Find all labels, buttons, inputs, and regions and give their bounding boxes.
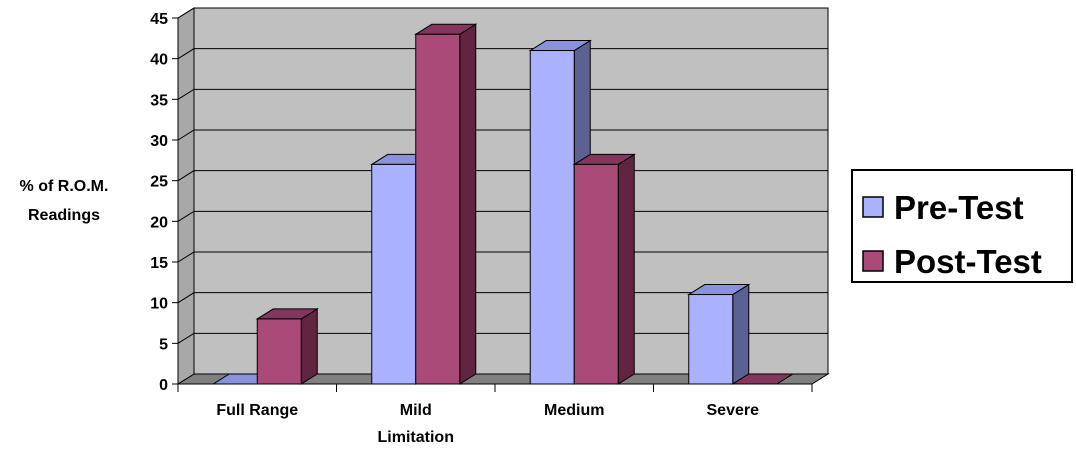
bars xyxy=(211,23,795,385)
bar-front-face xyxy=(415,33,461,385)
y-tick-label: 25 xyxy=(150,174,168,191)
gridline xyxy=(177,48,828,60)
bar-side-face xyxy=(617,153,635,385)
bar-post-test-4 xyxy=(731,373,795,385)
x-category-label: Mild xyxy=(400,402,432,419)
x-category-label: Severe xyxy=(707,402,760,419)
bar-side-face xyxy=(732,283,750,385)
gridline xyxy=(177,7,828,19)
x-category-label: Full Range xyxy=(216,402,298,419)
y-axis-label: % of R.O.M. Readings xyxy=(20,178,109,224)
y-tick-label: 35 xyxy=(150,92,168,109)
y-tick-label: 40 xyxy=(150,52,168,69)
legend-label-post-test: Post-Test xyxy=(894,243,1042,280)
legend: Pre-Test Post-Test xyxy=(851,169,1073,283)
y-tick-label: 5 xyxy=(159,336,168,353)
y-axis-label-line-2: Readings xyxy=(28,207,100,224)
bar-post-test-1 xyxy=(255,308,319,385)
x-category-label: Medium xyxy=(544,402,604,419)
legend-swatch-pre-test xyxy=(862,196,884,218)
y-tick-label: 15 xyxy=(150,255,168,272)
y-tick-label: 0 xyxy=(159,377,168,394)
y-tick-label: 10 xyxy=(150,296,168,313)
bar-post-test-3 xyxy=(572,153,636,385)
y-tick-label: 30 xyxy=(150,133,168,150)
bar-front-face xyxy=(371,163,417,385)
bar-post-test-2 xyxy=(414,23,478,385)
bar-side-face xyxy=(459,23,477,385)
y-axis-label-line-1: % of R.O.M. xyxy=(20,178,109,195)
bar-top-face xyxy=(731,373,795,385)
bar-front-face xyxy=(688,294,734,385)
side-wall-panel xyxy=(177,7,195,385)
bar-front-face xyxy=(529,50,575,385)
gridline xyxy=(177,88,828,100)
bar-front-face xyxy=(256,318,302,385)
legend-frame xyxy=(851,169,1073,283)
bar-pre-test-4 xyxy=(687,283,751,385)
y-tick-label: 45 xyxy=(150,11,168,28)
legend-label-pre-test: Pre-Test xyxy=(894,189,1024,226)
bar-side-face xyxy=(300,308,318,385)
x-category-label: Limitation xyxy=(378,429,454,446)
gridline xyxy=(177,129,828,141)
legend-swatch-post-test xyxy=(862,250,884,272)
y-tick-label: 20 xyxy=(150,214,168,231)
x-category-labels: Full Range Mild Limitation Medium Severe xyxy=(216,402,759,446)
bar-front-face xyxy=(573,163,619,385)
y-tick-labels: 0 5 10 15 20 25 30 35 40 45 xyxy=(150,11,168,394)
